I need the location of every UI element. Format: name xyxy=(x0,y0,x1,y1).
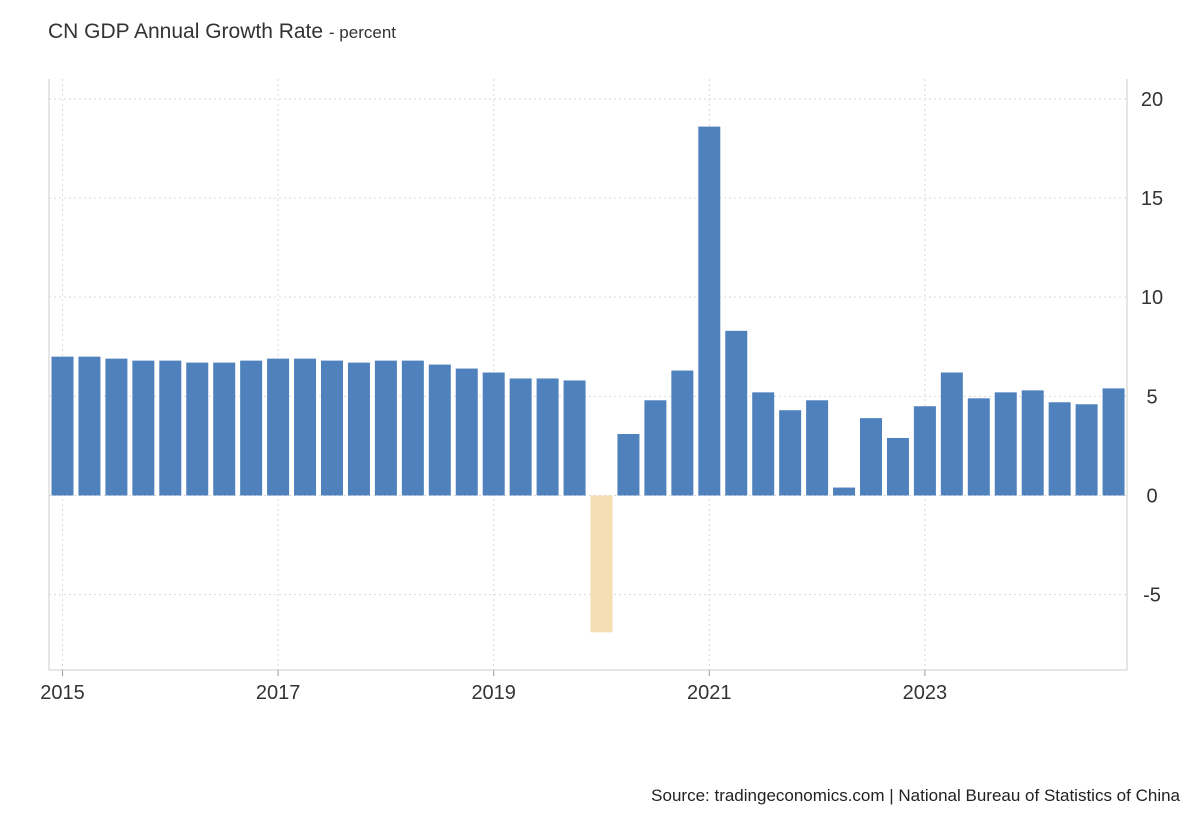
bar xyxy=(78,356,101,496)
bar xyxy=(590,495,613,633)
bar xyxy=(940,372,963,496)
bar xyxy=(967,398,990,496)
bar xyxy=(913,406,936,496)
bar xyxy=(51,356,74,496)
source-attribution: Source: tradingeconomics.com | National … xyxy=(651,786,1180,805)
bar xyxy=(1048,402,1071,496)
y-tick-label: 0 xyxy=(1146,485,1157,507)
bar xyxy=(267,358,290,496)
bar xyxy=(563,380,586,496)
chart-title: CN GDP Annual Growth Rate - percent xyxy=(48,20,396,44)
bar xyxy=(240,360,263,496)
bar xyxy=(1075,404,1098,496)
y-axis-ticks: 20 15 10 5 0 -5 xyxy=(1141,89,1163,607)
x-tick-label: 2017 xyxy=(256,682,301,704)
bar xyxy=(428,364,451,496)
y-tick-label: 20 xyxy=(1141,89,1163,111)
x-axis-ticks: 2015 2017 2019 2021 2023 xyxy=(40,682,947,704)
bar xyxy=(779,410,802,496)
bar xyxy=(509,378,532,496)
y-tick-label: 10 xyxy=(1141,287,1163,309)
y-tick-label: 15 xyxy=(1141,188,1163,210)
bar xyxy=(213,362,236,496)
x-tick-label: 2019 xyxy=(471,682,516,704)
bar xyxy=(1021,390,1044,496)
chart-axes xyxy=(48,79,1128,676)
bar xyxy=(617,433,640,496)
y-tick-label: 5 xyxy=(1146,386,1157,408)
bar xyxy=(159,360,182,496)
bar xyxy=(994,392,1017,496)
x-tick-label: 2023 xyxy=(903,682,948,704)
bar xyxy=(294,358,317,496)
bar xyxy=(321,360,343,496)
bar xyxy=(698,126,721,496)
bar xyxy=(186,362,209,496)
bar xyxy=(833,487,856,496)
bar xyxy=(401,360,424,496)
chart-title-unit: - percent xyxy=(328,23,397,42)
bar xyxy=(482,372,505,496)
bar xyxy=(886,437,909,496)
bar xyxy=(455,368,478,496)
chart-title-main: CN GDP Annual Growth Rate xyxy=(48,20,324,43)
bar-series xyxy=(51,126,1125,633)
y-tick-label: -5 xyxy=(1143,585,1161,607)
grid-lines xyxy=(49,79,1127,670)
bar xyxy=(752,392,775,496)
bar xyxy=(132,360,155,496)
bar xyxy=(536,378,559,496)
bar xyxy=(644,400,667,496)
bar xyxy=(1102,388,1125,496)
bar xyxy=(860,418,882,496)
x-tick-label: 2015 xyxy=(40,682,85,704)
bar xyxy=(105,358,128,496)
bar xyxy=(347,362,370,496)
bar xyxy=(374,360,397,496)
x-tick-label: 2021 xyxy=(687,682,732,704)
bar xyxy=(725,330,748,496)
bar xyxy=(671,370,694,496)
bar xyxy=(806,400,829,496)
